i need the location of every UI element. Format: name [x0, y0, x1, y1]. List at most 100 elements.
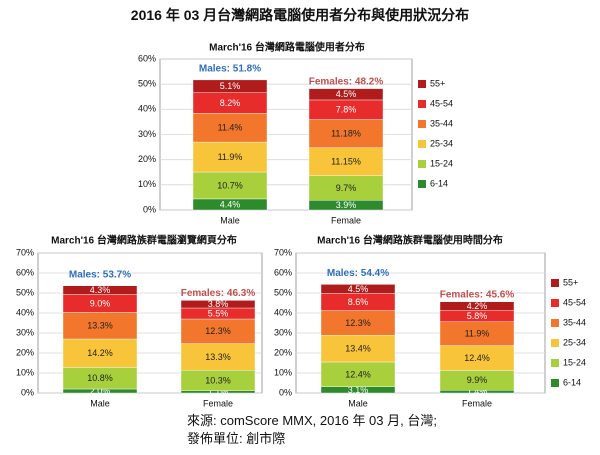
- legend-label: 35-44: [563, 317, 586, 327]
- y-tick-label: 0%: [143, 204, 156, 214]
- bar-value-label: 13.4%: [345, 343, 371, 353]
- bar-segment: [192, 113, 268, 143]
- bar-segment: [192, 171, 268, 200]
- bar-value-label: 8.2%: [220, 98, 241, 108]
- main-title: 2016 年 03 月台灣網路電腦使用者分布與使用狀況分布: [130, 7, 470, 23]
- bar-value-label: 12.4%: [464, 353, 490, 363]
- bar-value-label: 11.4%: [218, 123, 243, 133]
- bar-value-label: 11.18%: [331, 129, 361, 139]
- bar-segment: [320, 335, 396, 363]
- y-tick-label: 20%: [274, 347, 292, 357]
- bar-value-label: 5.1%: [220, 81, 241, 91]
- bar-value-label: 9.0%: [90, 298, 111, 308]
- bar-value-label: 4.2%: [467, 301, 488, 311]
- bar-value-label: 1.1%: [208, 387, 229, 397]
- bar-segment: [192, 79, 268, 93]
- bar-total-label: Females: 48.2%: [309, 76, 384, 87]
- y-tick-label: 40%: [138, 104, 156, 114]
- bar-value-label: 4.5%: [336, 89, 357, 99]
- x-tick-label: Male: [90, 398, 110, 408]
- bar-segment: [320, 284, 396, 294]
- x-tick-label: Male: [348, 398, 368, 408]
- legend-swatch: [418, 180, 426, 188]
- bar-value-label: 13.3%: [87, 321, 113, 331]
- legend-swatch: [418, 160, 426, 168]
- legend-swatch: [418, 120, 426, 128]
- legend-swatch: [551, 299, 559, 307]
- bar-value-label: 4.3%: [90, 285, 111, 295]
- bar-segment: [308, 147, 384, 176]
- bar-value-label: 3.9%: [336, 200, 357, 210]
- chart-title: March'16 台灣網路族群電腦瀏覽網頁分布: [51, 234, 237, 247]
- publisher-text: 發佈單位: 創市際: [187, 431, 286, 446]
- y-tick-label: 0%: [21, 387, 34, 397]
- bar-value-label: 12.3%: [345, 318, 371, 328]
- bar-segment: [308, 88, 384, 101]
- legend-label: 6-14: [430, 178, 448, 188]
- bar-segment: [62, 312, 138, 340]
- bar-segment: [180, 300, 256, 309]
- y-tick-label: 10%: [138, 179, 156, 189]
- source-note: 來源: comScore MMX, 2016 年 03 月, 台灣; 發佈單位:…: [187, 412, 437, 448]
- source-text: 來源: comScore MMX, 2016 年 03 月, 台灣;: [187, 413, 437, 428]
- y-tick-label: 30%: [274, 327, 292, 337]
- bar-segment: [439, 301, 515, 311]
- bar-segment: [180, 318, 256, 344]
- bar-value-label: 10.3%: [205, 375, 231, 385]
- y-tick-label: 60%: [16, 267, 34, 277]
- bar-value-label: 9.9%: [467, 375, 488, 385]
- bar-segment: [320, 310, 396, 336]
- legend-label: 6-14: [563, 377, 581, 387]
- bar-total-label: Males: 51.8%: [199, 64, 261, 75]
- bar-value-label: 3.1%: [348, 385, 369, 395]
- legend-label: 35-44: [430, 118, 453, 128]
- legend-swatch: [418, 100, 426, 108]
- x-tick-label: Female: [462, 398, 492, 408]
- bar-value-label: 5.8%: [467, 311, 488, 321]
- legend-label: 15-24: [563, 357, 586, 367]
- legend-label: 25-34: [563, 337, 586, 347]
- bar-value-label: 10.7%: [217, 180, 243, 190]
- chart-title: March'16 台灣網路電腦使用者分布: [209, 41, 365, 54]
- bar-value-label: 11.15%: [331, 157, 361, 167]
- legend-swatch: [551, 339, 559, 347]
- y-tick-label: 50%: [138, 79, 156, 89]
- legend-label: 55+: [563, 277, 578, 287]
- legend-swatch: [551, 379, 559, 387]
- y-tick-label: 30%: [16, 327, 34, 337]
- bar-segment: [320, 361, 396, 387]
- x-tick-label: Female: [331, 215, 361, 225]
- x-tick-label: Female: [203, 398, 233, 408]
- bar-value-label: 13.3%: [205, 352, 231, 362]
- y-tick-label: 40%: [16, 307, 34, 317]
- bar-segment: [180, 343, 256, 371]
- y-tick-label: 20%: [138, 154, 156, 164]
- bar-value-label: 1.4%: [467, 386, 488, 396]
- bar-value-label: 2.0%: [90, 386, 111, 396]
- bar-value-label: 3.8%: [208, 299, 229, 309]
- bar-total-label: Males: 53.7%: [69, 269, 131, 280]
- bar-value-label: 10.8%: [87, 373, 113, 383]
- legend-label: 55+: [430, 78, 445, 88]
- bar-value-label: 11.9%: [465, 329, 490, 339]
- bar-segment: [192, 141, 268, 173]
- bar-value-label: 8.6%: [348, 297, 369, 307]
- chart-title: March'16 台灣網路族群電腦使用時間分布: [317, 234, 503, 247]
- bar-total-label: Males: 54.4%: [327, 268, 389, 279]
- legend-label: 45-54: [563, 297, 586, 307]
- legend-label: 15-24: [430, 158, 453, 168]
- bar-value-label: 5.5%: [208, 308, 229, 318]
- y-tick-label: 10%: [16, 367, 34, 377]
- bar-value-label: 11.9%: [218, 152, 243, 162]
- bar-value-label: 7.8%: [336, 105, 357, 115]
- bar-value-label: 4.4%: [220, 199, 241, 209]
- legend-swatch: [418, 80, 426, 88]
- legend-swatch: [551, 359, 559, 367]
- y-tick-label: 30%: [138, 129, 156, 139]
- y-tick-label: 60%: [138, 53, 156, 63]
- y-tick-label: 20%: [16, 347, 34, 357]
- legend-swatch: [551, 279, 559, 287]
- bar-value-label: 12.3%: [205, 326, 231, 336]
- y-tick-label: 0%: [279, 387, 292, 397]
